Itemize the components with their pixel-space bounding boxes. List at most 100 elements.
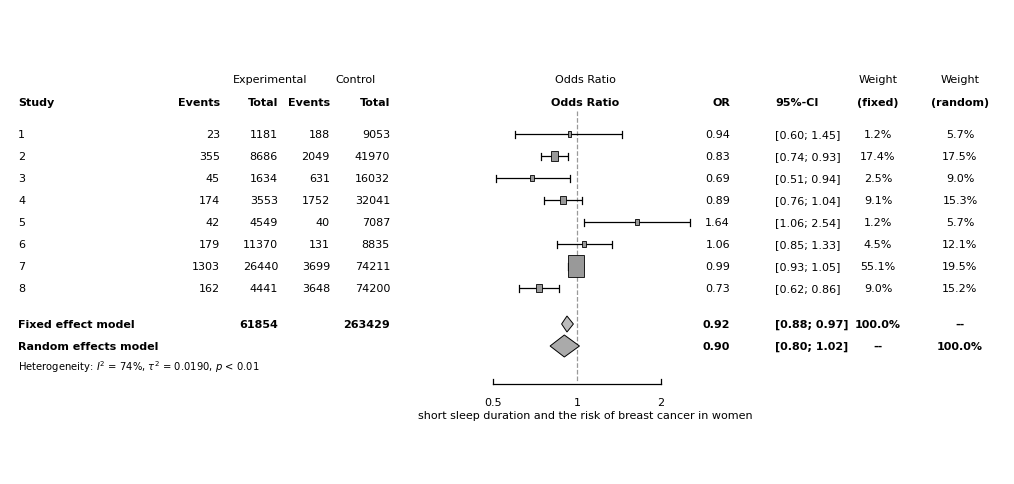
Text: 131: 131 [309, 240, 330, 249]
Text: Study: Study [18, 98, 55, 108]
Text: 1634: 1634 [249, 174, 278, 183]
Text: 11370: 11370 [243, 240, 278, 249]
Text: 41970: 41970 [355, 151, 390, 162]
Text: 8686: 8686 [249, 151, 278, 162]
Text: 1303: 1303 [192, 261, 220, 272]
Text: 23: 23 [206, 130, 220, 140]
Text: 355: 355 [199, 151, 220, 162]
Text: Total: Total [360, 98, 390, 108]
Text: 2: 2 [657, 397, 664, 407]
Text: 0.99: 0.99 [705, 261, 730, 272]
Text: --: -- [873, 341, 882, 351]
Text: [0.60; 1.45]: [0.60; 1.45] [775, 130, 841, 140]
Text: 7087: 7087 [362, 217, 390, 227]
Text: 61854: 61854 [239, 319, 278, 329]
Bar [536, 285, 541, 292]
Bar [568, 132, 572, 137]
Text: 55.1%: 55.1% [860, 261, 895, 272]
Text: 17.5%: 17.5% [942, 151, 977, 162]
Text: 15.2%: 15.2% [942, 284, 977, 293]
Text: Experimental: Experimental [233, 75, 307, 85]
Text: Random effects model: Random effects model [18, 341, 158, 351]
Text: 0.69: 0.69 [706, 174, 730, 183]
Text: Fixed effect model: Fixed effect model [18, 319, 135, 329]
Text: 9.1%: 9.1% [864, 196, 892, 206]
Text: 1752: 1752 [302, 196, 330, 206]
Text: 162: 162 [199, 284, 220, 293]
Text: 4.5%: 4.5% [864, 240, 892, 249]
Text: 3699: 3699 [302, 261, 330, 272]
Text: 5.7%: 5.7% [946, 217, 974, 227]
Polygon shape [562, 317, 573, 333]
Text: 631: 631 [309, 174, 330, 183]
Text: 3648: 3648 [302, 284, 330, 293]
Bar [551, 151, 558, 162]
Text: Control: Control [335, 75, 375, 85]
Bar [530, 176, 534, 182]
Text: 26440: 26440 [242, 261, 278, 272]
Text: 9.0%: 9.0% [946, 174, 974, 183]
Text: 1.64: 1.64 [706, 217, 730, 227]
Text: 0.83: 0.83 [706, 151, 730, 162]
Text: 2.5%: 2.5% [864, 174, 892, 183]
Bar [635, 220, 639, 225]
Bar [568, 256, 584, 277]
Text: 2: 2 [18, 151, 25, 162]
Text: Odds Ratio: Odds Ratio [555, 75, 615, 85]
Text: 100.0%: 100.0% [855, 319, 901, 329]
Text: 188: 188 [308, 130, 330, 140]
Text: 3: 3 [18, 174, 25, 183]
Text: [1.06; 2.54]: [1.06; 2.54] [775, 217, 841, 227]
Text: 0.5: 0.5 [485, 397, 502, 407]
Text: Events: Events [288, 98, 330, 108]
Text: (fixed): (fixed) [857, 98, 898, 108]
Text: 17.4%: 17.4% [860, 151, 895, 162]
Text: 8835: 8835 [362, 240, 390, 249]
Text: 15.3%: 15.3% [942, 196, 977, 206]
Text: OR: OR [712, 98, 730, 108]
Text: 0.94: 0.94 [705, 130, 730, 140]
Text: 6: 6 [18, 240, 25, 249]
Bar [561, 197, 566, 204]
Text: 0.89: 0.89 [705, 196, 730, 206]
Bar [582, 242, 586, 248]
Text: 4549: 4549 [249, 217, 278, 227]
Text: [0.74; 0.93]: [0.74; 0.93] [775, 151, 841, 162]
Text: 45: 45 [206, 174, 220, 183]
Text: 0.73: 0.73 [706, 284, 730, 293]
Text: (random): (random) [931, 98, 989, 108]
Text: 5: 5 [18, 217, 25, 227]
Text: 1181: 1181 [249, 130, 278, 140]
Text: Heterogeneity: $I^2$ = 74%, $\tau^2$ = 0.0190, $p$ < 0.01: Heterogeneity: $I^2$ = 74%, $\tau^2$ = 0… [18, 358, 260, 374]
Text: 16032: 16032 [355, 174, 390, 183]
Text: Weight: Weight [859, 75, 897, 85]
Text: 0.92: 0.92 [703, 319, 730, 329]
Text: 1.06: 1.06 [706, 240, 730, 249]
Text: 0.90: 0.90 [703, 341, 730, 351]
Text: 100.0%: 100.0% [937, 341, 983, 351]
Text: 4: 4 [18, 196, 25, 206]
Text: 4441: 4441 [249, 284, 278, 293]
Text: 3553: 3553 [250, 196, 278, 206]
Text: 8: 8 [18, 284, 25, 293]
Text: 179: 179 [199, 240, 220, 249]
Text: 19.5%: 19.5% [942, 261, 977, 272]
Text: Weight: Weight [941, 75, 980, 85]
Text: 9053: 9053 [362, 130, 390, 140]
Text: --: -- [955, 319, 964, 329]
Polygon shape [550, 335, 579, 357]
Text: 40: 40 [316, 217, 330, 227]
Text: 95%-CI: 95%-CI [775, 98, 818, 108]
Text: Events: Events [177, 98, 220, 108]
Text: short sleep duration and the risk of breast cancer in women: short sleep duration and the risk of bre… [418, 410, 752, 420]
Text: 174: 174 [199, 196, 220, 206]
Text: Odds Ratio: Odds Ratio [551, 98, 620, 108]
Text: [0.51; 0.94]: [0.51; 0.94] [775, 174, 841, 183]
Text: 32041: 32041 [355, 196, 390, 206]
Text: 74200: 74200 [355, 284, 390, 293]
Text: 42: 42 [206, 217, 220, 227]
Text: [0.85; 1.33]: [0.85; 1.33] [775, 240, 841, 249]
Text: [0.80; 1.02]: [0.80; 1.02] [775, 341, 849, 351]
Text: 1: 1 [574, 397, 581, 407]
Text: 9.0%: 9.0% [864, 284, 892, 293]
